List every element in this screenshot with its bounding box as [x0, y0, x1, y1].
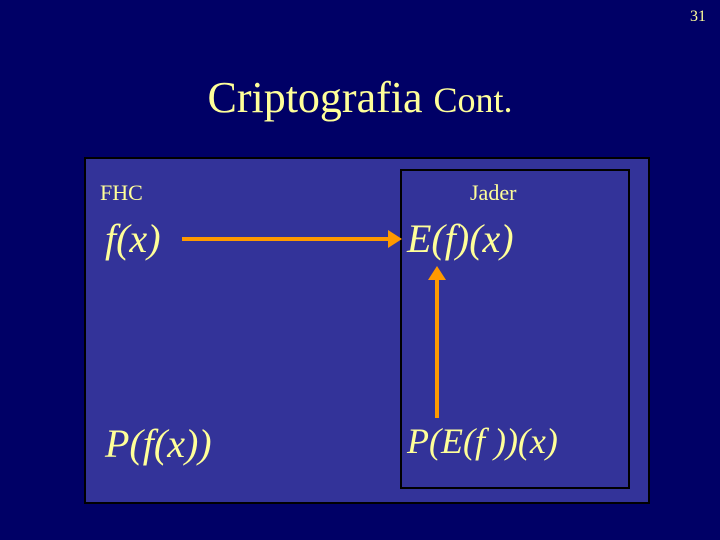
slide-title: Criptografia Cont. — [0, 72, 720, 123]
label-fhc: FHC — [100, 180, 143, 206]
arrow-vertical-head — [428, 266, 446, 280]
slide: 31 Criptografia Cont. FHC Jader f(x) E(f… — [0, 0, 720, 540]
formula-fx: f(x) — [105, 215, 161, 262]
page-number: 31 — [690, 8, 706, 26]
formula-pefx: P(E(f ))(x) — [407, 420, 558, 462]
arrow-horizontal-line — [182, 237, 390, 241]
label-jader: Jader — [470, 180, 516, 206]
arrow-vertical-line — [435, 278, 439, 418]
title-sub: Cont. — [434, 80, 513, 120]
formula-pfx: P(f(x)) — [105, 420, 212, 467]
title-main: Criptografia — [207, 73, 433, 122]
formula-efx: E(f)(x) — [407, 215, 514, 262]
arrow-horizontal-head — [388, 230, 402, 248]
